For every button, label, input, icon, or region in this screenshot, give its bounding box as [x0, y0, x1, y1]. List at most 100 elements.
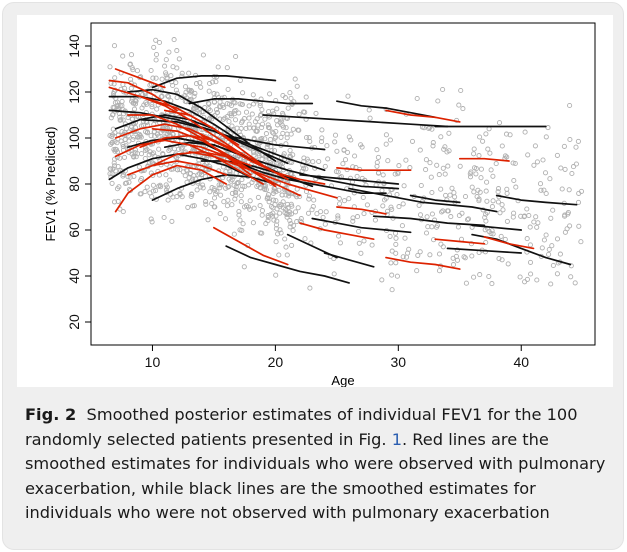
data-point	[120, 173, 126, 179]
data-point	[138, 134, 144, 140]
data-point	[214, 110, 220, 116]
data-point	[170, 64, 176, 70]
data-point	[303, 94, 309, 100]
data-point	[495, 199, 501, 205]
data-point	[477, 134, 483, 140]
data-point	[138, 151, 145, 157]
black-series-line	[348, 187, 498, 213]
data-point	[263, 131, 269, 137]
data-point	[213, 79, 219, 85]
data-point	[331, 271, 337, 277]
data-point	[322, 221, 328, 227]
data-point	[138, 177, 144, 183]
data-point	[277, 161, 284, 167]
data-point	[567, 223, 573, 229]
data-point	[426, 125, 432, 132]
data-point	[418, 182, 424, 189]
x-tick-label: 40	[513, 354, 529, 370]
black-series-line	[151, 75, 277, 89]
data-point	[232, 196, 238, 202]
data-point	[259, 212, 265, 218]
data-point	[128, 52, 135, 58]
red-series-line	[114, 123, 215, 142]
data-point	[114, 149, 121, 155]
data-point	[389, 248, 395, 254]
data-point	[462, 255, 468, 261]
data-point	[504, 186, 510, 192]
data-point	[480, 138, 486, 144]
data-point	[576, 190, 582, 196]
data-point	[205, 217, 211, 223]
data-point	[477, 189, 483, 195]
data-point	[486, 273, 492, 280]
data-point	[246, 103, 252, 109]
data-point	[225, 184, 231, 190]
data-point	[427, 252, 433, 258]
data-point	[229, 123, 235, 129]
data-point	[442, 171, 448, 177]
data-point	[278, 134, 284, 140]
data-point	[547, 176, 553, 182]
x-tick-label: 30	[391, 354, 407, 370]
data-point	[231, 231, 237, 237]
data-point	[452, 194, 458, 200]
red-series-line	[385, 109, 461, 123]
data-point	[429, 211, 435, 217]
data-point	[199, 109, 205, 115]
data-point	[251, 150, 257, 156]
data-point	[425, 224, 431, 230]
data-point	[540, 157, 546, 163]
data-point	[401, 183, 407, 189]
data-point	[314, 211, 320, 217]
data-point	[312, 144, 318, 151]
data-point	[117, 114, 123, 120]
data-point	[448, 214, 454, 220]
data-point	[471, 189, 477, 195]
data-point	[541, 187, 547, 193]
data-point	[239, 177, 245, 183]
data-point	[252, 119, 258, 125]
data-point	[273, 134, 279, 140]
data-point	[428, 174, 434, 180]
data-point	[251, 205, 257, 211]
data-point	[306, 135, 312, 141]
data-point	[569, 170, 575, 177]
data-point	[153, 57, 159, 63]
data-point	[527, 259, 534, 265]
data-point	[387, 137, 393, 143]
data-point	[287, 153, 293, 159]
data-point	[246, 115, 252, 121]
data-point	[200, 52, 206, 58]
data-point	[149, 194, 155, 200]
data-point	[511, 177, 517, 184]
data-point	[290, 152, 296, 158]
data-point	[209, 116, 215, 122]
data-point	[341, 147, 347, 153]
data-point	[416, 202, 422, 208]
y-tick-label: 40	[66, 268, 82, 284]
data-point	[233, 53, 239, 60]
figure-reference-link[interactable]: 1	[391, 429, 402, 449]
data-point	[259, 107, 265, 113]
data-point	[205, 100, 211, 106]
data-point	[226, 183, 232, 189]
data-point	[283, 125, 289, 131]
data-point	[573, 161, 579, 167]
data-point	[490, 198, 496, 204]
data-point	[150, 75, 156, 81]
data-point	[222, 115, 228, 121]
data-point	[190, 203, 196, 209]
data-point	[393, 260, 399, 266]
data-point	[133, 98, 139, 104]
data-point	[120, 53, 126, 59]
data-point	[238, 199, 244, 205]
data-point	[496, 120, 503, 126]
data-point	[430, 143, 436, 149]
figure-label: Fig. 2	[25, 405, 77, 424]
data-point	[531, 162, 537, 168]
data-point	[354, 173, 360, 179]
data-point	[414, 268, 420, 274]
data-point	[224, 101, 230, 107]
data-point	[517, 274, 523, 280]
data-point	[179, 70, 185, 76]
